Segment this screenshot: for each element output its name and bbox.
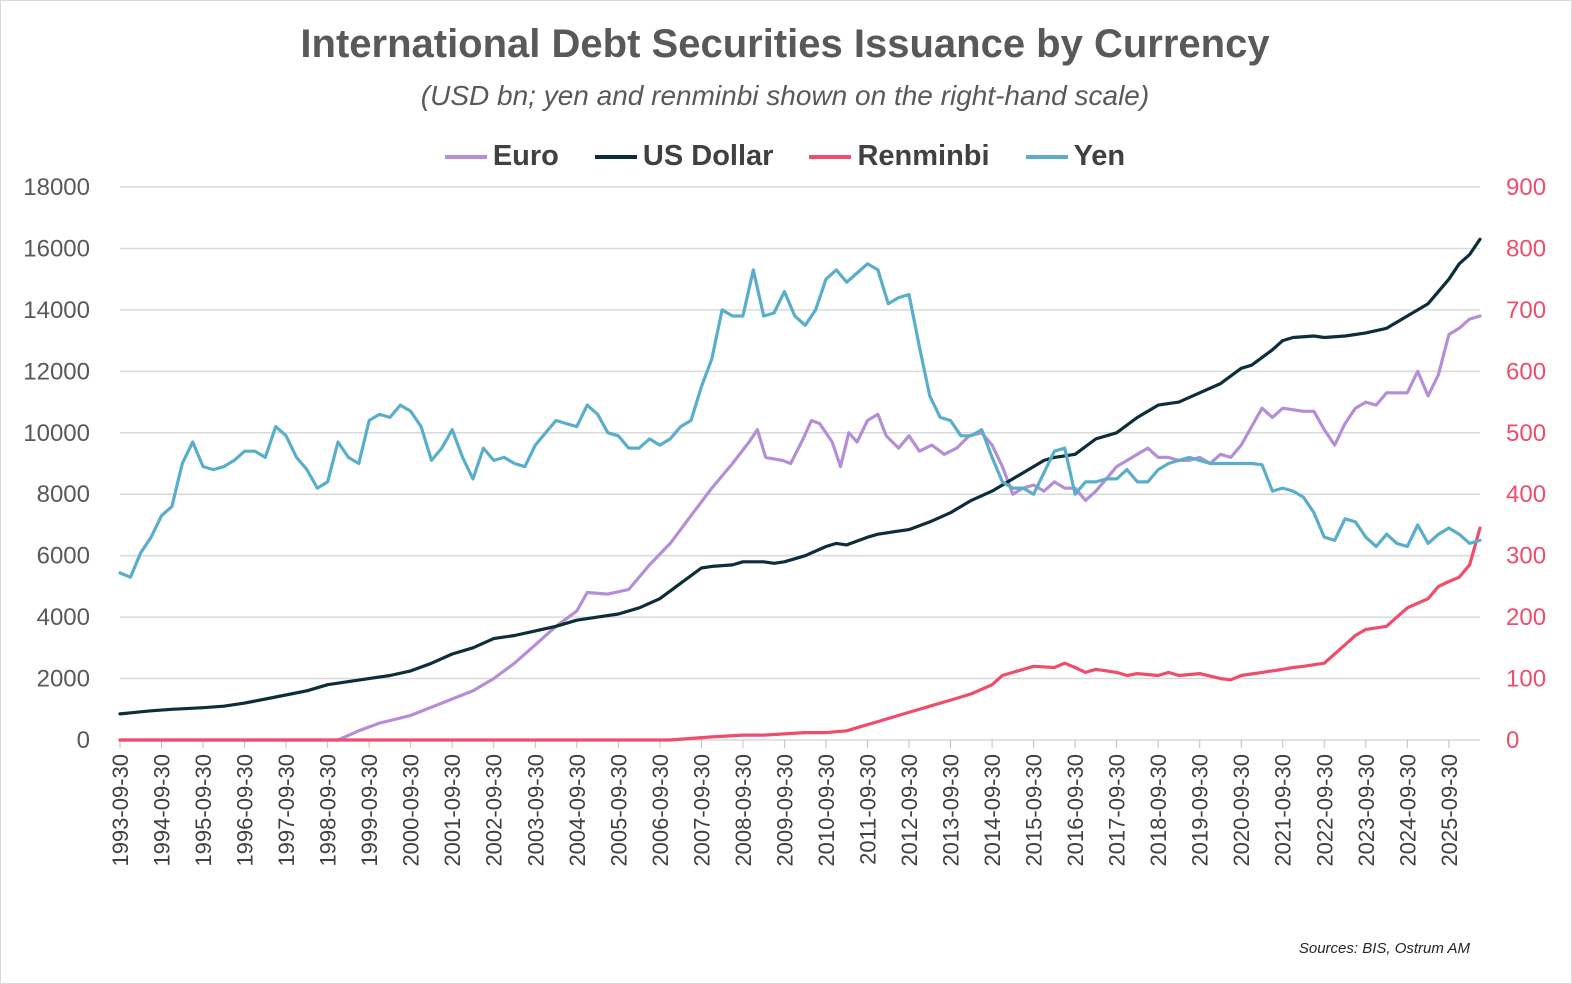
x-tick-label: 1997-09-30: [274, 754, 299, 867]
left-tick-label: 14000: [23, 297, 90, 324]
left-tick-label: 18000: [23, 174, 90, 201]
x-tick-label: 2021-09-30: [1271, 754, 1296, 867]
x-tick-label: 2023-09-30: [1354, 754, 1379, 867]
right-tick-label: 300: [1506, 543, 1546, 570]
x-axis-ticks: 1993-09-30 1994-09-30 1995-09-30 1996-09-30…: [108, 740, 1462, 867]
left-tick-label: 4000: [37, 604, 90, 631]
legend-item-yen: Yen: [1025, 140, 1126, 173]
left-tick-label: 12000: [23, 358, 90, 385]
x-tick-label: 2004-09-30: [565, 754, 590, 867]
legend-swatch-yen: [1025, 154, 1068, 159]
right-tick-label: 800: [1506, 235, 1546, 262]
left-tick-label: 16000: [23, 235, 90, 262]
x-tick-label: 2020-09-30: [1229, 754, 1254, 867]
x-tick-label: 2005-09-30: [606, 754, 631, 867]
left-tick-label: 2000: [37, 666, 90, 693]
x-tick-label: 2006-09-30: [648, 754, 673, 867]
x-tick-label: 2008-09-30: [731, 754, 756, 867]
x-tick-label: 2013-09-30: [939, 754, 964, 867]
x-tick-label: 2000-09-30: [399, 754, 424, 867]
x-tick-label: 2012-09-30: [897, 754, 922, 867]
right-tick-label: 900: [1506, 174, 1546, 201]
x-tick-label: 2022-09-30: [1312, 754, 1337, 867]
x-tick-label: 1994-09-30: [150, 754, 175, 867]
x-tick-label: 2025-09-30: [1437, 754, 1462, 867]
gridlines: [120, 186, 1480, 741]
x-tick-label: 1996-09-30: [233, 754, 258, 867]
series-line-euro: [118, 314, 1482, 742]
legend-swatch-euro: [444, 154, 487, 159]
right-axis-ticks: 0 100 200 300 400 500 600 700 800 900: [1506, 174, 1546, 754]
x-tick-label: 1998-09-30: [316, 754, 341, 867]
right-tick-label: 400: [1506, 481, 1546, 508]
source-note: Sources: BIS, Ostrum AM: [1298, 940, 1470, 957]
chart-subtitle: (USD bn; yen and renminbi shown on the r…: [420, 80, 1150, 111]
series-lines: [118, 237, 1482, 742]
x-tick-label: 2017-09-30: [1105, 754, 1130, 867]
right-tick-label: 600: [1506, 358, 1546, 385]
left-tick-label: 0: [77, 727, 90, 754]
legend-item-renminbi: Renminbi: [809, 140, 990, 173]
series-line-us-dollar: [118, 237, 1482, 716]
legend-label-yen: Yen: [1073, 140, 1126, 172]
x-tick-label: 2014-09-30: [980, 754, 1005, 867]
right-tick-label: 200: [1506, 604, 1546, 631]
x-tick-label: 2010-09-30: [814, 754, 839, 867]
right-tick-label: 700: [1506, 297, 1546, 324]
x-tick-label: 1999-09-30: [357, 754, 382, 867]
x-tick-label: 2024-09-30: [1395, 754, 1420, 867]
chart-title: International Debt Securities Issuance b…: [300, 22, 1270, 66]
left-axis-ticks: 0 2000 4000 6000 8000 10000 12000 14000 16000 180…: [23, 174, 90, 754]
legend-label-euro: Euro: [492, 140, 559, 172]
right-tick-label: 0: [1506, 727, 1519, 754]
x-tick-label: 1993-09-30: [108, 754, 133, 867]
legend-swatch-renminbi: [809, 154, 852, 159]
x-tick-label: 2001-09-30: [440, 754, 465, 867]
left-tick-label: 6000: [37, 543, 90, 570]
legend-item-euro: Euro: [444, 140, 559, 173]
right-tick-label: 500: [1506, 420, 1546, 447]
legend-label-renminbi: Renminbi: [857, 140, 990, 172]
x-tick-label: 2019-09-30: [1188, 754, 1213, 867]
left-tick-label: 10000: [23, 420, 90, 447]
x-tick-label: 2015-09-30: [1022, 754, 1047, 867]
series-line-yen: [118, 262, 1482, 579]
x-tick-label: 2016-09-30: [1063, 754, 1088, 867]
x-tick-label: 2018-09-30: [1146, 754, 1171, 867]
legend: Euro US Dollar Renminbi Yen: [0, 140, 1570, 173]
x-tick-label: 1995-09-30: [191, 754, 216, 867]
x-tick-label: 2011-09-30: [855, 754, 880, 865]
legend-label-us-dollar: US Dollar: [642, 140, 774, 172]
legend-item-us-dollar: US Dollar: [594, 140, 774, 173]
x-tick-label: 2002-09-30: [482, 754, 507, 867]
x-tick-label: 2007-09-30: [689, 754, 714, 867]
right-tick-label: 100: [1506, 666, 1546, 693]
x-tick-label: 2009-09-30: [772, 754, 797, 867]
legend-swatch-us-dollar: [594, 154, 637, 159]
left-tick-label: 8000: [37, 481, 90, 508]
series-line-renminbi: [118, 526, 1482, 742]
x-tick-label: 2003-09-30: [523, 754, 548, 867]
